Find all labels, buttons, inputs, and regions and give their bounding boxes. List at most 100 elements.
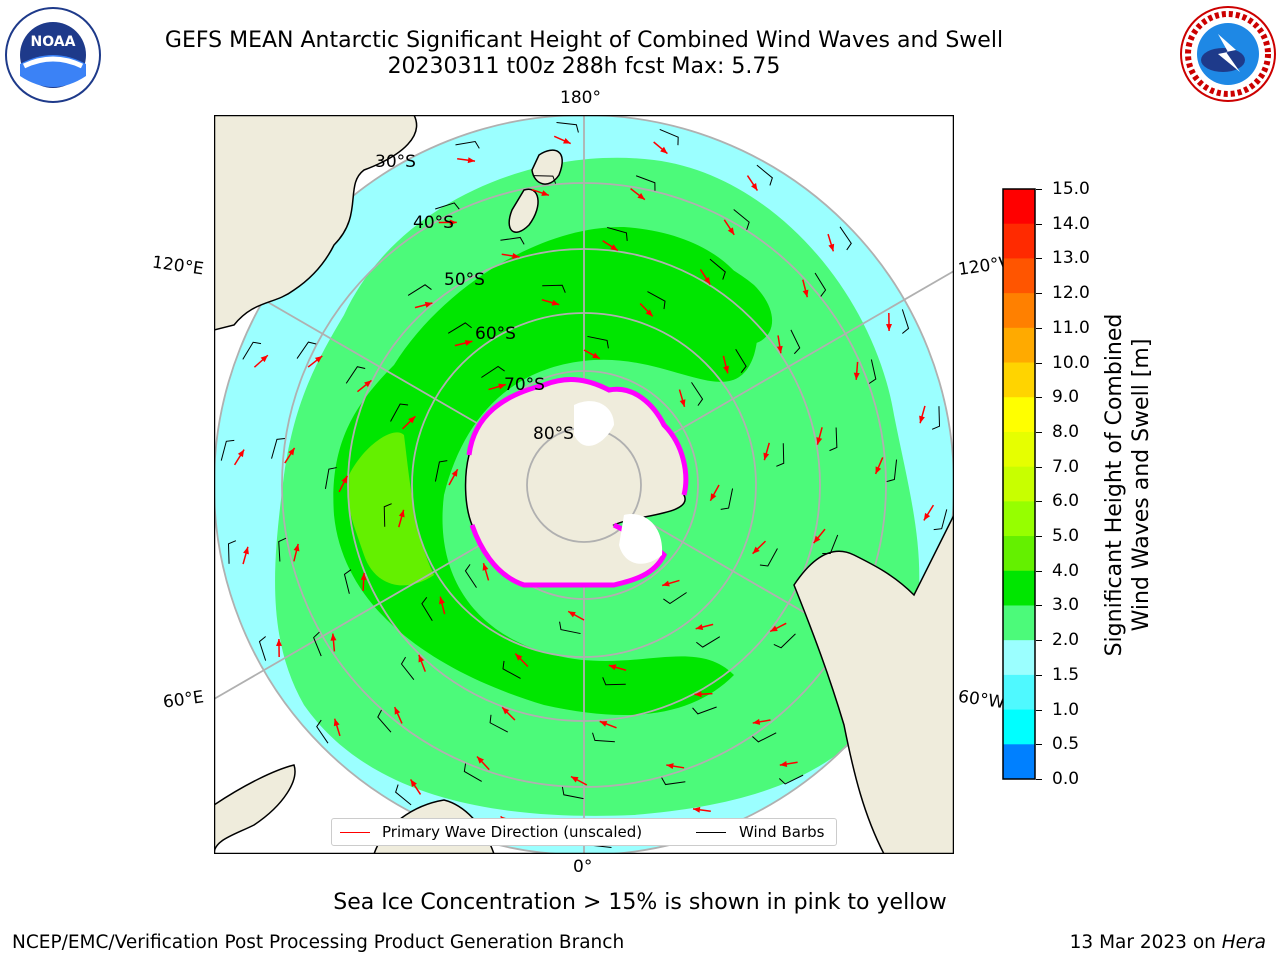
colorbar-cell xyxy=(1003,674,1035,711)
wind-barb xyxy=(822,534,839,555)
wind-barb xyxy=(735,348,747,373)
colorbar-tick-mark xyxy=(1036,293,1042,295)
wave-direction-arrowhead xyxy=(314,355,323,363)
wave-direction-arrowhead xyxy=(394,707,401,715)
wave-direction-arrowhead xyxy=(919,415,925,424)
sea-ice-note: Sea Ice Concentration > 15% is shown in … xyxy=(333,890,947,915)
wind-barb xyxy=(447,322,472,334)
wind-barb xyxy=(434,460,448,482)
colorbar-tick-label: 6.0 xyxy=(1052,491,1080,512)
wind-barb xyxy=(242,341,262,360)
wind-barb xyxy=(400,656,415,681)
wind-barb xyxy=(635,175,656,191)
colorbar-title: Significant Height of Combined Wind Wave… xyxy=(1101,285,1155,685)
colorbar-cell xyxy=(1003,501,1035,537)
colorbar-cell xyxy=(1003,189,1035,225)
wind-barb xyxy=(345,366,366,384)
wave-direction-arrowhead xyxy=(694,691,702,698)
lat-label-50s: 50°S xyxy=(444,270,485,290)
wave-direction-arrowhead xyxy=(710,493,717,501)
legend-label-wind-barbs: Wind Barbs xyxy=(739,823,825,841)
wind-barb xyxy=(587,335,609,349)
wave-direction-arrowhead xyxy=(364,380,372,388)
wind-barb xyxy=(691,382,704,406)
wave-direction-arrowhead xyxy=(512,252,520,259)
colorbar-tick-mark xyxy=(1036,397,1042,399)
wave-direction-arrowhead xyxy=(662,580,670,587)
wave-direction-arrowhead xyxy=(776,345,783,354)
colorbar-cell xyxy=(1003,466,1035,502)
lat-label-60s: 60°S xyxy=(475,324,516,344)
wind-barb xyxy=(839,226,852,251)
wave-direction-arrowhead xyxy=(875,466,882,474)
wind-barb xyxy=(258,636,267,661)
wave-direction-arrowhead xyxy=(464,340,473,346)
legend-swatch-wind-barbs xyxy=(696,832,726,833)
colorbar-cell xyxy=(1003,744,1035,780)
wave-direction-arrowhead xyxy=(637,192,645,200)
lon-label-120e: 120°E xyxy=(150,252,205,280)
colorbar-title-line1: Significant Height of Combined xyxy=(1102,313,1127,657)
lon-label-0: 0° xyxy=(573,857,593,877)
south-america xyxy=(793,514,954,854)
colorbar-tick-mark xyxy=(1036,605,1042,607)
wave-direction-arrowhead xyxy=(477,756,484,764)
wave-direction-arrowhead xyxy=(608,664,617,671)
colorbar-cell xyxy=(1003,605,1035,641)
wave-direction-arrowhead xyxy=(288,447,295,456)
wave-direction-arrowhead xyxy=(449,219,457,226)
chart-title: GEFS MEAN Antarctic Significant Height o… xyxy=(164,28,1004,53)
colorbar-tick-label: 5.0 xyxy=(1052,526,1080,547)
wave-direction-arrowhead xyxy=(763,452,770,461)
colorbar-cell xyxy=(1003,327,1035,364)
wave-direction-arrowhead xyxy=(482,563,489,571)
wind-barb xyxy=(709,258,726,280)
colorbar-tick-label: 2.0 xyxy=(1052,630,1080,651)
wave-direction-arrowhead xyxy=(802,289,809,298)
colorbar-tick-label: 4.0 xyxy=(1052,560,1080,581)
wind-barb xyxy=(901,309,910,334)
lon-label-60e: 60°E xyxy=(161,687,206,713)
wind-barb xyxy=(407,284,432,296)
wave-direction-arrowhead xyxy=(660,146,668,154)
lat-label-30s: 30°S xyxy=(375,152,416,172)
colorbar-tick-label: 1.5 xyxy=(1052,664,1080,685)
wind-barb xyxy=(778,774,804,785)
lat-label-40s: 40°S xyxy=(413,213,454,233)
wind-barb xyxy=(435,202,460,210)
wave-direction-arrowhead xyxy=(853,372,860,380)
colorbar-cell xyxy=(1003,293,1035,329)
wind-barb xyxy=(395,784,412,806)
wave-direction-arrowhead xyxy=(645,309,653,317)
colorbar-tick-label: 9.0 xyxy=(1052,387,1080,408)
footer-date: 13 Mar 2023 on Hera xyxy=(1070,932,1266,953)
wave-direction-arrowhead xyxy=(451,469,458,477)
colorbar-tick-mark xyxy=(1036,674,1042,676)
footer-host: Hera xyxy=(1221,932,1266,953)
wind-barb xyxy=(481,365,505,378)
wave-direction-arrowhead xyxy=(333,718,340,727)
colorbar-cell xyxy=(1003,362,1035,398)
legend-label-wave-direction: Primary Wave Direction (unscaled) xyxy=(382,823,643,841)
wind-barb xyxy=(759,548,778,567)
noaa-logo-abbr: NOAA xyxy=(31,34,76,50)
wave-direction-arrowhead xyxy=(502,707,510,715)
colorbar-cell xyxy=(1003,640,1035,676)
colorbar-tick-mark xyxy=(1036,570,1042,572)
nws-logo xyxy=(1180,6,1276,102)
wave-direction-arrowhead xyxy=(439,596,445,605)
wave-direction-arrowhead xyxy=(551,299,560,306)
wind-barb xyxy=(489,714,509,733)
colorbar-tick-mark xyxy=(1036,640,1042,642)
wave-band-4m xyxy=(333,226,758,716)
wind-barb xyxy=(556,121,579,133)
wind-barb xyxy=(464,564,477,588)
footer-date-text: 13 Mar 2023 on xyxy=(1069,932,1222,953)
colorbar-title-line2: Wind Waves and Swell [m] xyxy=(1129,338,1154,632)
wave-direction-arrowhead xyxy=(813,535,821,544)
colorbar-cell xyxy=(1003,709,1035,745)
wind-barb xyxy=(561,786,584,800)
wave-direction-arrowhead xyxy=(695,624,704,630)
australia xyxy=(214,115,418,331)
colorbar-cell xyxy=(1003,431,1035,468)
